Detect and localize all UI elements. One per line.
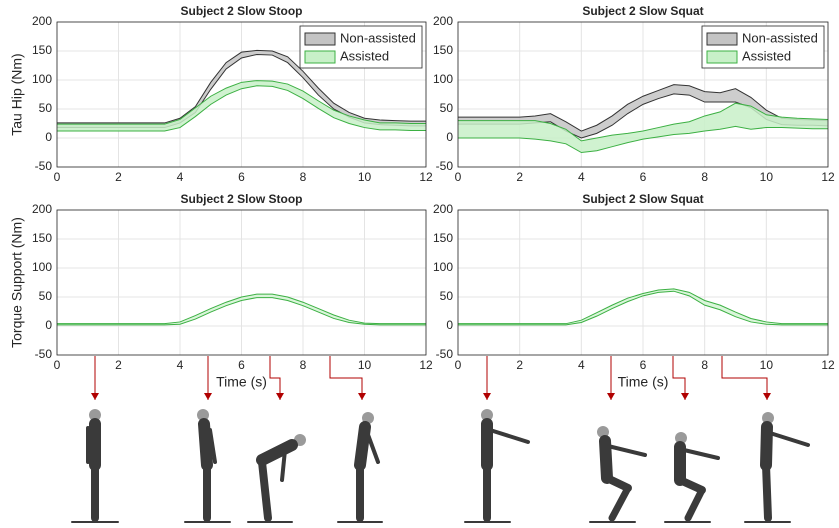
band-area	[57, 294, 426, 325]
y-tick-label: 50	[39, 101, 53, 115]
legend-label: Non-assisted	[742, 30, 818, 45]
x-tick-label: 8	[701, 170, 708, 184]
band-edge	[458, 290, 828, 326]
legend-swatch	[706, 50, 738, 64]
y-tick-label: 100	[433, 260, 453, 274]
x-tick-label: 6	[640, 358, 647, 372]
y-tick-label: -50	[35, 347, 53, 361]
x-tick-label: 12	[419, 358, 433, 372]
x-tick-label: 4	[177, 170, 184, 184]
band-edge	[458, 102, 829, 142]
y-tick-label: 150	[32, 43, 52, 57]
y-tick-label: 0	[45, 318, 52, 332]
band-edge	[458, 84, 829, 132]
chart-title: Subject 2 Slow Squat	[582, 4, 703, 18]
axes-box	[457, 209, 829, 356]
x-tick-label: 0	[455, 170, 462, 184]
x-tick-label: 0	[54, 358, 61, 372]
y-tick-label: -50	[35, 159, 53, 173]
y-tick-label: 150	[32, 231, 52, 245]
y-tick-label: 0	[446, 130, 453, 144]
legend-label: Non-assisted	[340, 30, 416, 45]
y-tick-label: 200	[32, 202, 52, 216]
x-tick-label: 6	[238, 170, 245, 184]
y-tick-label: 200	[32, 14, 52, 28]
y-tick-label: 150	[433, 43, 453, 57]
band-area	[57, 50, 426, 128]
x-tick-label: 0	[455, 358, 462, 372]
band-area	[57, 80, 426, 132]
x-tick-label: 10	[760, 170, 774, 184]
axes-box	[56, 21, 427, 168]
y-tick-label: 200	[433, 202, 453, 216]
y-tick-label: 150	[433, 231, 453, 245]
y-tick-label: -50	[436, 347, 454, 361]
band-area	[458, 288, 828, 325]
x-axis-label: Time (s)	[618, 374, 669, 390]
x-tick-label: 4	[177, 358, 184, 372]
y-tick-label: 100	[433, 72, 453, 86]
x-tick-label: 12	[419, 170, 433, 184]
x-tick-label: 10	[358, 358, 372, 372]
legend-swatch	[304, 50, 336, 64]
legend-label: Assisted	[340, 48, 389, 63]
y-tick-label: 100	[32, 72, 52, 86]
y-tick-label: 200	[433, 14, 453, 28]
x-tick-label: 8	[300, 170, 307, 184]
x-tick-label: 6	[640, 170, 647, 184]
x-tick-label: 2	[516, 170, 523, 184]
x-tick-label: 6	[238, 358, 245, 372]
legend-swatch	[304, 32, 336, 46]
figures	[71, 409, 810, 523]
x-tick-label: 12	[821, 170, 835, 184]
x-tick-label: 8	[300, 358, 307, 372]
chart-title: Subject 2 Slow Stoop	[180, 4, 302, 18]
band-edge	[57, 293, 426, 325]
y-tick-label: 100	[32, 260, 52, 274]
x-tick-label: 2	[115, 358, 122, 372]
x-tick-label: 12	[821, 358, 835, 372]
arrows	[91, 356, 771, 400]
band-edge	[57, 49, 426, 124]
x-tick-label: 4	[578, 170, 585, 184]
x-tick-label: 10	[760, 358, 774, 372]
x-tick-label: 0	[54, 170, 61, 184]
band-area	[458, 84, 828, 138]
y-axis-label: Torque Support (Nm)	[9, 217, 25, 348]
y-tick-label: 0	[45, 130, 52, 144]
y-tick-label: 0	[446, 318, 453, 332]
band-edge	[458, 288, 828, 325]
x-tick-label: 10	[358, 170, 372, 184]
legend-label: Assisted	[742, 48, 791, 63]
band-edge	[458, 125, 828, 154]
y-tick-label: -50	[436, 159, 454, 173]
x-tick-label: 2	[516, 358, 523, 372]
legend-swatch	[706, 32, 738, 46]
band-edge	[57, 80, 426, 125]
chart-title: Subject 2 Slow Stoop	[180, 192, 302, 206]
chart-title: Subject 2 Slow Squat	[582, 192, 703, 206]
x-tick-label: 8	[701, 358, 708, 372]
y-tick-label: 50	[440, 289, 454, 303]
x-axis-label: Time (s)	[216, 374, 267, 390]
y-tick-label: 50	[440, 101, 454, 115]
x-tick-label: 4	[578, 358, 585, 372]
axes-box	[457, 21, 829, 168]
axes-box	[56, 209, 427, 356]
band-edge	[57, 297, 426, 326]
band-area	[458, 103, 828, 153]
y-axis-label: Tau Hip (Nm)	[9, 53, 25, 135]
x-tick-label: 2	[115, 170, 122, 184]
y-tick-label: 50	[39, 289, 53, 303]
band-edge	[57, 85, 426, 132]
